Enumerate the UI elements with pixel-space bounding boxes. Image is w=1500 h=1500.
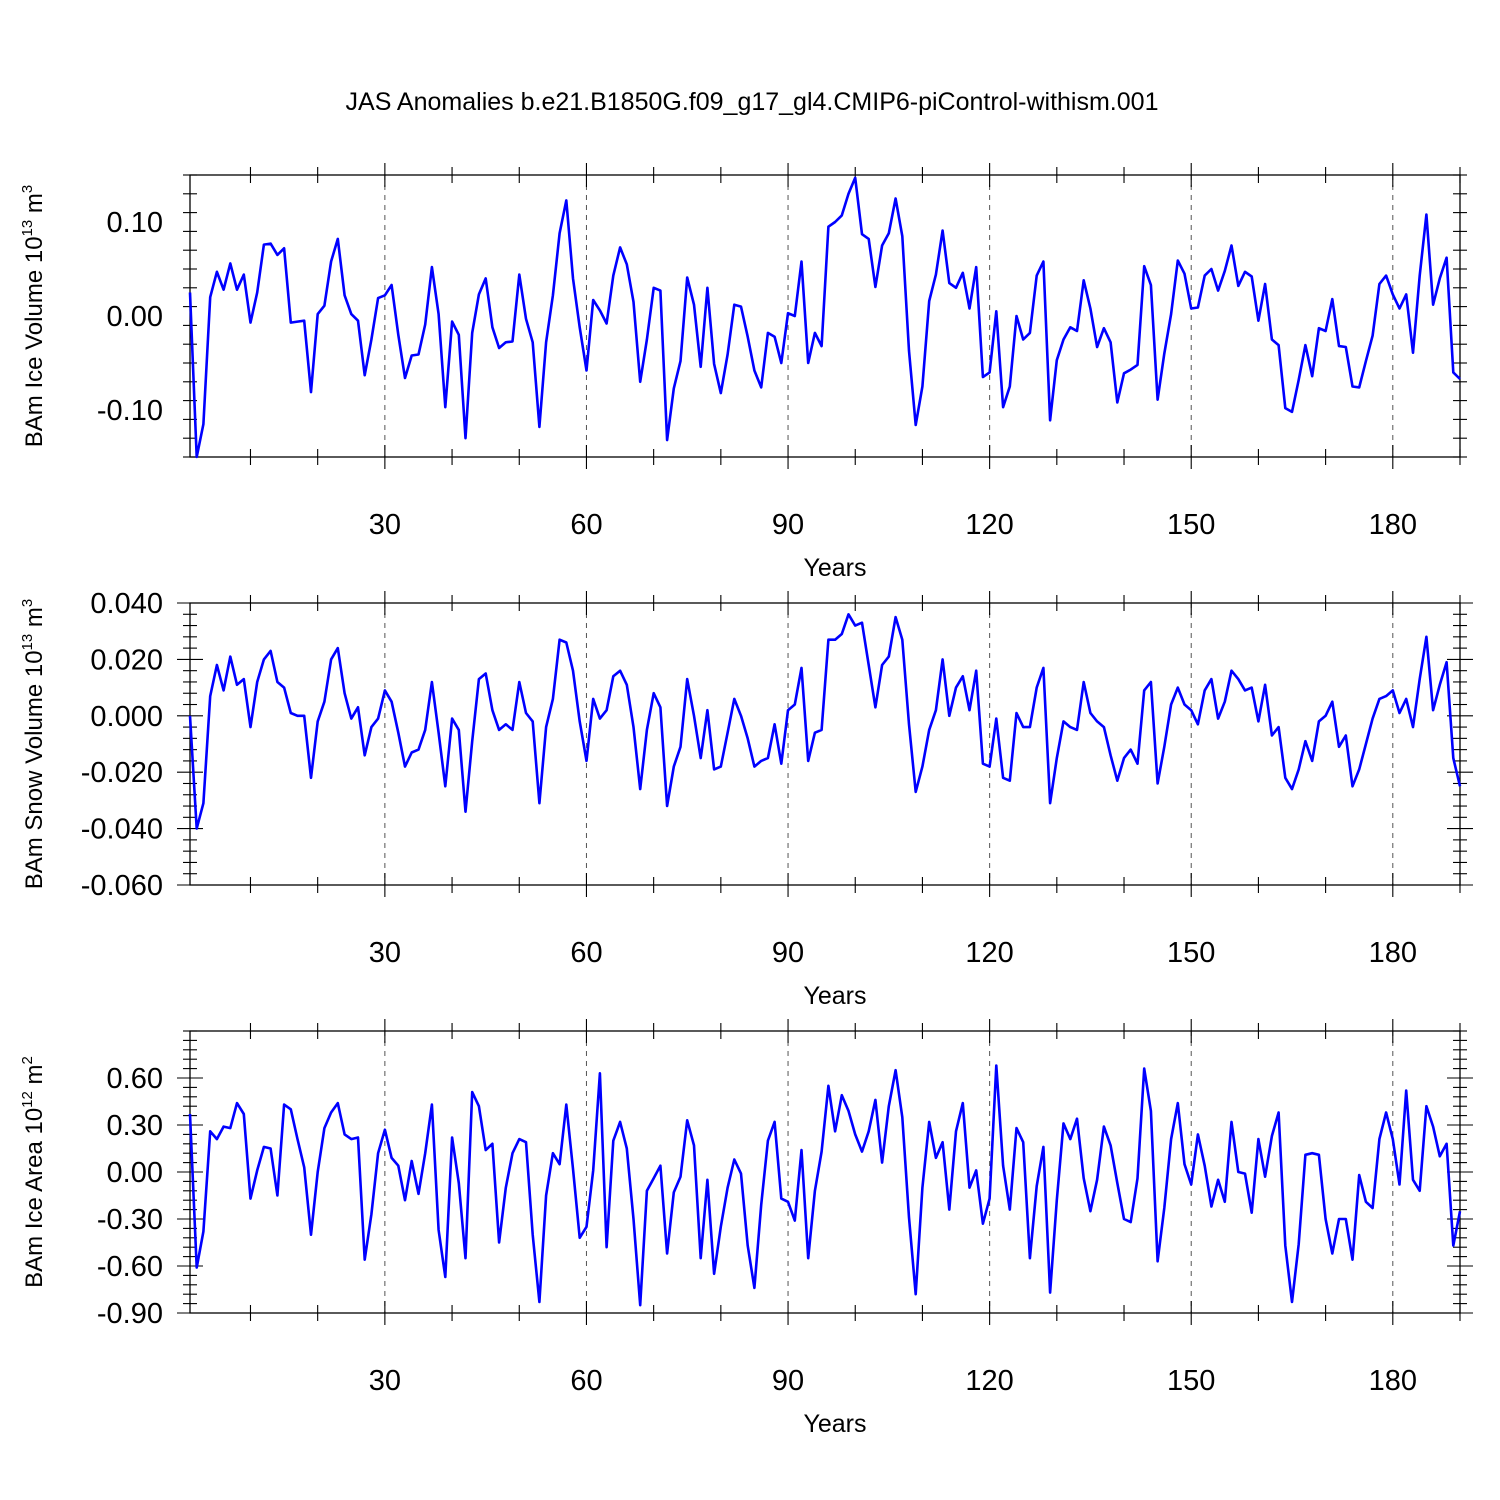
ice-area-ytick-label: 0.60 bbox=[107, 1063, 163, 1095]
ice-area-series-line bbox=[188, 1064, 1462, 1307]
figure-title: JAS Anomalies b.e21.B1850G.f09_g17_gl4.C… bbox=[346, 88, 1159, 116]
snow-volume-xtick-label: 90 bbox=[772, 937, 804, 969]
snow-volume-ytick-label: -0.040 bbox=[81, 814, 163, 846]
ice-area-ytick-label: 0.00 bbox=[107, 1157, 163, 1189]
ice-volume-ytick-label: 0.00 bbox=[107, 301, 163, 333]
ice-volume-xtick-label: 180 bbox=[1369, 509, 1417, 541]
snow-volume-xtick-label: 180 bbox=[1369, 937, 1417, 969]
ice-volume-series-line bbox=[188, 176, 1461, 459]
ice-volume-xtick-label: 30 bbox=[369, 509, 401, 541]
ice-area-xtick-label: 120 bbox=[965, 1365, 1013, 1397]
ice-area-xtick-label: 60 bbox=[570, 1365, 602, 1397]
ice-volume-xtick-label: 120 bbox=[965, 509, 1013, 541]
snow-volume-ytick-label: -0.020 bbox=[81, 757, 163, 789]
ice-area-y-axis-label: BAm Ice Area 1012 m2 bbox=[19, 1056, 48, 1288]
ice-volume-xtick-label: 60 bbox=[570, 509, 602, 541]
snow-volume-ytick-label: 0.000 bbox=[90, 701, 163, 733]
ice-volume-ytick-label: 0.10 bbox=[107, 207, 163, 239]
snow-volume-panel: 30 60 90 120 150 180 -0.060 -0.040 -0.020 0.000 0.… bbox=[19, 588, 1473, 1010]
ice-area-ytick-label: -0.60 bbox=[97, 1251, 163, 1283]
ice-area-xtick-label: 30 bbox=[369, 1365, 401, 1397]
snow-volume-ytick-label: 0.040 bbox=[90, 588, 163, 620]
snow-volume-ytick-label: 0.020 bbox=[90, 644, 163, 676]
ice-volume-ytick-label: -0.10 bbox=[97, 395, 163, 427]
snow-volume-x-axis-label: Years bbox=[803, 982, 866, 1010]
snow-volume-xtick-label: 150 bbox=[1167, 937, 1215, 969]
ice-volume-x-axis-label: Years bbox=[803, 554, 866, 582]
ice-area-plot-frame bbox=[189, 1030, 1461, 1314]
ice-area-ytick-label: 0.30 bbox=[107, 1110, 163, 1142]
ice-area-x-axis-label: Years bbox=[803, 1410, 866, 1438]
ice-area-ytick-label: -0.30 bbox=[97, 1204, 163, 1236]
ice-area-panel: 30 60 90 120 150 180 -0.90 -0.60 -0.30 0.00 0.30 0.… bbox=[19, 1019, 1473, 1438]
snow-volume-xtick-label: 30 bbox=[369, 937, 401, 969]
ice-area-xtick-label: 150 bbox=[1167, 1365, 1215, 1397]
ice-volume-xtick-label: 150 bbox=[1167, 509, 1215, 541]
snow-volume-plot-frame bbox=[189, 602, 1461, 886]
ice-volume-y-axis-label: BAm Ice Volume 1013 m3 bbox=[19, 185, 48, 447]
ice-area-xtick-label: 180 bbox=[1369, 1365, 1417, 1397]
ice-volume-xtick-label: 90 bbox=[772, 509, 804, 541]
snow-volume-series-line bbox=[188, 612, 1462, 830]
snow-volume-ytick-label: -0.060 bbox=[81, 870, 163, 902]
ice-volume-panel: 30 60 90 120 150 180 -0.10 0.00 0.10 Years BAm Ice… bbox=[19, 163, 1467, 582]
ice-area-xtick-label: 90 bbox=[772, 1365, 804, 1397]
snow-volume-xtick-label: 120 bbox=[965, 937, 1013, 969]
ice-area-ytick-label: -0.90 bbox=[97, 1298, 163, 1330]
snow-volume-xtick-label: 60 bbox=[570, 937, 602, 969]
snow-volume-y-axis-label: BAm Snow Volume 1013 m3 bbox=[19, 599, 48, 890]
